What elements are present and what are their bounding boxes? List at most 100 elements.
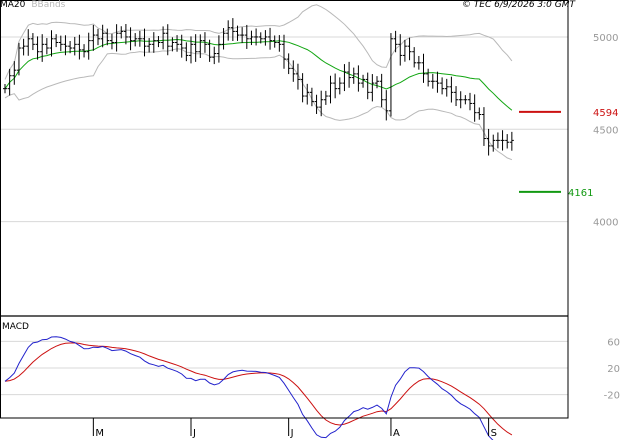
ohlc-bar xyxy=(170,37,175,52)
ohlc-bar xyxy=(244,24,249,49)
ohlc-bar xyxy=(12,61,17,85)
ohlc-bar xyxy=(258,32,263,44)
ohlc-bar xyxy=(500,130,505,151)
ohlc-bar xyxy=(128,27,133,51)
ohlc-bar xyxy=(468,92,472,111)
price-tick-label-2: 4000 xyxy=(593,218,618,229)
ohlc-bar xyxy=(268,27,273,50)
ohlc-bar xyxy=(342,64,347,92)
ohlc-bar xyxy=(277,35,282,52)
ohlc-bar xyxy=(272,35,277,48)
ohlc-bar xyxy=(230,18,235,42)
ohlc-bar xyxy=(86,32,91,60)
ohlc-bar xyxy=(263,30,268,46)
ohlc-bar xyxy=(63,35,68,56)
ma20-path xyxy=(4,38,513,111)
ohlc-bar xyxy=(309,87,314,107)
ohlc-bar xyxy=(91,24,96,51)
ohlc-bar xyxy=(202,32,207,53)
ohlc-bar xyxy=(356,65,361,92)
bollinger-bands xyxy=(4,4,513,161)
ohlc-bar xyxy=(388,33,393,117)
ohlc-bar xyxy=(407,37,412,61)
ohlc-bar xyxy=(291,60,296,82)
month-tick-label-2: J xyxy=(290,428,294,439)
price-tick-label-0: 5000 xyxy=(593,33,618,44)
ohlc-bar xyxy=(100,24,105,48)
ohlc-bar xyxy=(54,34,59,48)
ohlc-bar xyxy=(207,39,212,62)
ohlc-bar xyxy=(323,90,328,105)
ohlc-bar xyxy=(491,134,496,152)
ohlc-bar xyxy=(300,73,305,103)
ohlc-bar xyxy=(3,84,7,94)
legend: MA20 BBands xyxy=(0,0,71,11)
grid-lines xyxy=(0,36,568,396)
ohlc-bar xyxy=(370,74,375,102)
ohlc-bar xyxy=(193,34,198,62)
ohlc-bar xyxy=(379,73,384,108)
ohlc-bar xyxy=(240,27,245,44)
legend-bbands: BBands xyxy=(31,0,66,10)
price-levels: 4594 4161 xyxy=(519,108,618,199)
ohlc-bar xyxy=(77,34,82,60)
ohlc-bar xyxy=(495,132,500,149)
ohlc-bar xyxy=(444,78,449,97)
ohlc-bar xyxy=(421,53,426,83)
chart-frame xyxy=(0,0,569,419)
ohlc-bar xyxy=(82,44,87,58)
ohlc-bar xyxy=(328,75,333,104)
ohlc-bar xyxy=(458,91,463,109)
ohlc-bar xyxy=(119,26,124,39)
ohlc-bar xyxy=(486,128,491,156)
axis-labels: 5000 4500 4000 60 20 -20 M J J A S xyxy=(92,33,620,439)
macd-tick-label-2: -20 xyxy=(604,391,620,402)
ohlc-bar xyxy=(156,36,161,48)
month-tick-label-4: S xyxy=(491,428,497,439)
resistance-level-label: 4594 xyxy=(593,108,618,119)
ohlc-bar xyxy=(105,28,110,46)
ma20-line xyxy=(4,38,513,111)
ohlc-bar xyxy=(26,29,31,56)
macd-line xyxy=(4,336,504,445)
ohlc-bar xyxy=(477,107,482,120)
ohlc-bar xyxy=(165,24,170,56)
ohlc-bar xyxy=(189,36,193,64)
ohlc-bar xyxy=(435,71,440,93)
ohlc-bar xyxy=(21,38,26,56)
month-tick-label-1: J xyxy=(192,428,196,439)
ohlc-bar xyxy=(49,30,54,57)
ohlc-bar xyxy=(449,76,454,103)
ohlc-bar xyxy=(412,47,417,68)
ohlc-bar xyxy=(142,28,147,57)
ohlc-bar xyxy=(398,34,403,66)
ohlc-bar xyxy=(393,30,398,53)
ohlc-bar xyxy=(365,72,370,100)
month-tick-label-3: A xyxy=(393,428,400,439)
bband-upper xyxy=(4,4,513,80)
ohlc-bar xyxy=(505,134,510,149)
ohlc-bar xyxy=(305,83,310,105)
ohlc-bar xyxy=(286,53,291,75)
ohlc-bar xyxy=(72,36,77,56)
ohlc-bar xyxy=(151,32,156,53)
ohlc-bar xyxy=(472,94,477,122)
ohlc-bar xyxy=(30,33,35,51)
ohlc-bar xyxy=(212,46,217,65)
ohlc-bar xyxy=(114,24,119,52)
ohlc-bar xyxy=(96,28,100,46)
ohlc-bar xyxy=(235,25,240,41)
ohlc-bar xyxy=(226,20,231,41)
ohlc-bar xyxy=(347,61,352,88)
ohlc-bar xyxy=(440,77,445,95)
ohlc-bar xyxy=(175,35,180,52)
ohlc-bar xyxy=(35,36,40,60)
ohlc-bar xyxy=(123,24,128,45)
legend-ma20: MA20 xyxy=(0,0,26,10)
ohlc-bar xyxy=(137,30,142,47)
ohlc-bar xyxy=(133,33,138,47)
ohlc-bar xyxy=(216,35,221,63)
ohlc-bar xyxy=(375,76,379,89)
macd-tick-label-1: 20 xyxy=(607,364,620,375)
ohlc-bar xyxy=(109,33,114,50)
